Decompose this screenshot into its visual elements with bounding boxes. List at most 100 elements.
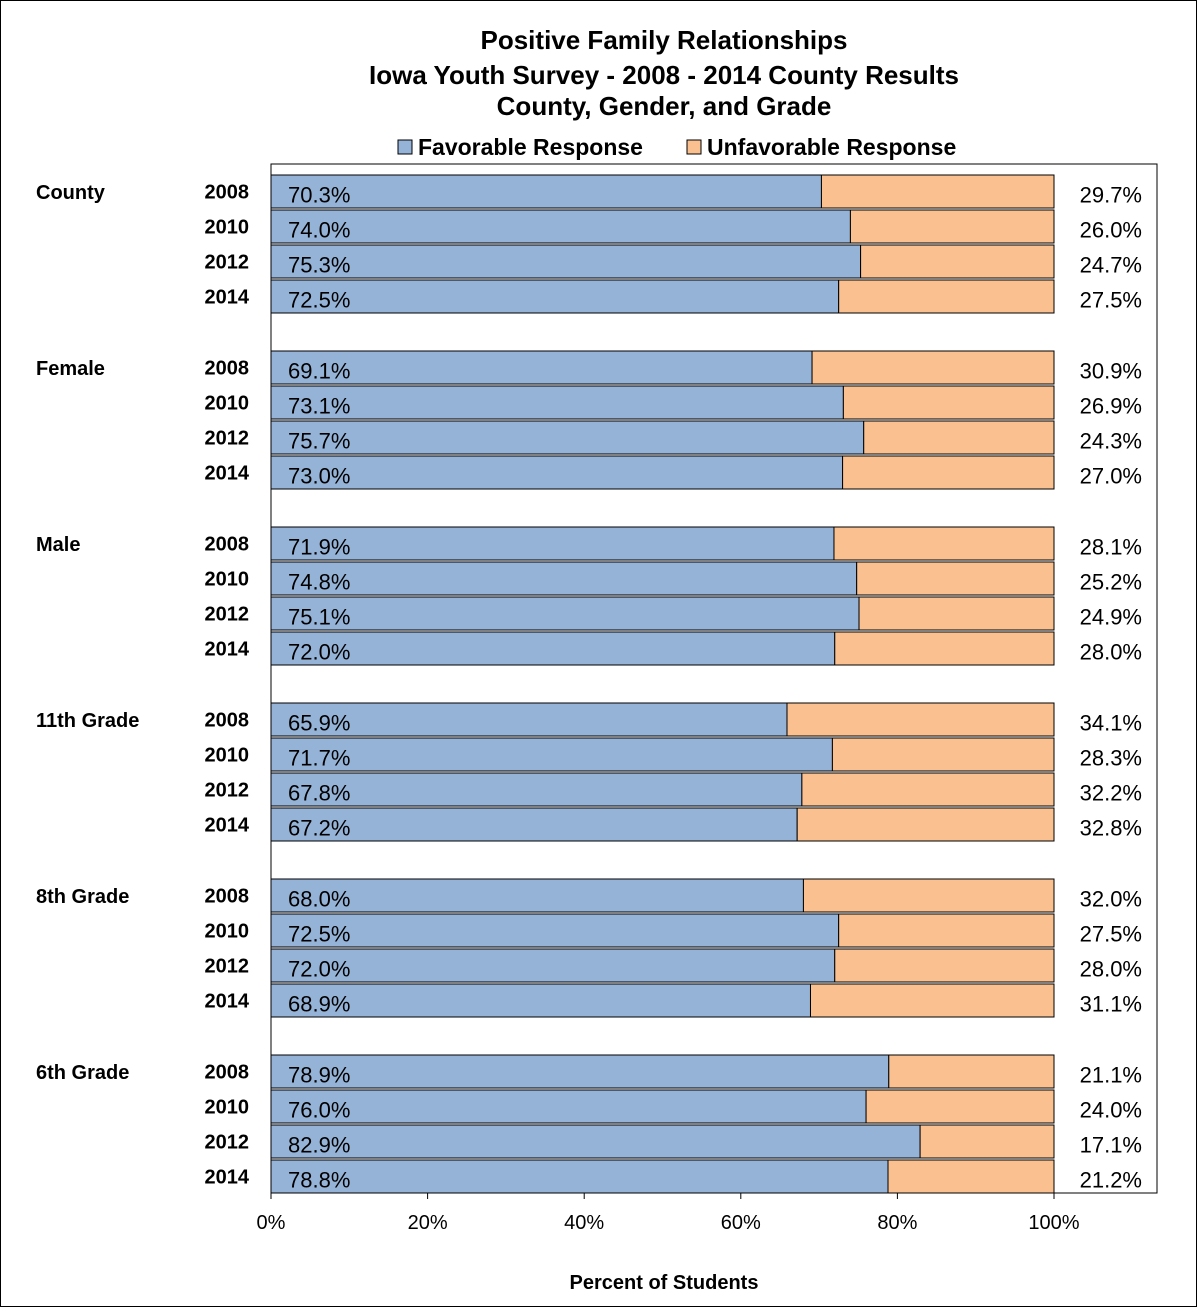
bar-favorable [270, 807, 798, 842]
favorable-value-label: 75.3% [288, 253, 350, 278]
year-label: 2012 [205, 428, 250, 450]
bar-favorable [270, 561, 858, 596]
legend-label-unfavorable: Unfavorable Response [707, 134, 956, 160]
year-label: 2012 [205, 780, 250, 802]
bar-favorable [270, 526, 835, 561]
x-tick-label: 100% [1028, 1212, 1079, 1234]
bar-favorable [270, 385, 844, 420]
favorable-value-label: 78.9% [288, 1063, 350, 1088]
x-tick-label: 20% [408, 1212, 448, 1234]
bar-favorable [270, 913, 840, 948]
unfavorable-value-label: 21.2% [1080, 1168, 1142, 1193]
bar-favorable [270, 737, 833, 772]
favorable-value-label: 82.9% [288, 1133, 350, 1158]
unfavorable-value-label: 17.1% [1080, 1133, 1142, 1158]
bar-favorable [270, 948, 836, 983]
group-label: 8th Grade [36, 886, 129, 908]
unfavorable-value-label: 27.5% [1080, 922, 1142, 947]
unfavorable-value-label: 26.9% [1080, 394, 1142, 419]
bar-favorable [270, 350, 813, 385]
favorable-value-label: 73.1% [288, 394, 350, 419]
x-tick-label: 40% [564, 1212, 604, 1234]
legend: Favorable Response Unfavorable Response [397, 134, 956, 160]
year-label: 2010 [205, 1097, 250, 1119]
favorable-value-label: 73.0% [288, 464, 350, 489]
favorable-value-label: 72.0% [288, 640, 350, 665]
chart-title-line-1: Positive Family Relationships [481, 25, 848, 55]
favorable-value-label: 74.8% [288, 570, 350, 595]
year-label: 2014 [205, 287, 250, 309]
bar-favorable [270, 631, 836, 666]
unfavorable-value-label: 24.7% [1080, 253, 1142, 278]
bar-unfavorable [865, 1089, 1055, 1124]
unfavorable-value-label: 24.9% [1080, 605, 1142, 630]
unfavorable-value-label: 32.2% [1080, 781, 1142, 806]
year-label: 2010 [205, 921, 250, 943]
year-label: 2012 [205, 252, 250, 274]
unfavorable-value-label: 34.1% [1080, 711, 1142, 736]
chart-title: Positive Family Relationships Iowa Youth… [369, 25, 959, 121]
unfavorable-value-label: 28.3% [1080, 746, 1142, 771]
bar-favorable [270, 244, 862, 279]
bar-favorable [270, 772, 803, 807]
unfavorable-value-label: 26.0% [1080, 218, 1142, 243]
bar-unfavorable [831, 737, 1055, 772]
bar-unfavorable [849, 209, 1055, 244]
year-label: 2014 [205, 991, 250, 1013]
x-tick-label: 60% [721, 1212, 761, 1234]
year-label: 2010 [205, 745, 250, 767]
unfavorable-value-label: 27.5% [1080, 288, 1142, 313]
group-label: Male [36, 534, 80, 556]
favorable-value-label: 72.5% [288, 922, 350, 947]
plot-area-border [270, 163, 1158, 1194]
bar-favorable [270, 1054, 890, 1089]
unfavorable-value-label: 24.0% [1080, 1098, 1142, 1123]
favorable-value-label: 65.9% [288, 711, 350, 736]
bar-favorable [270, 1124, 921, 1159]
unfavorable-value-label: 32.0% [1080, 887, 1142, 912]
bar-unfavorable [834, 948, 1055, 983]
chart-title-line-3: County, Gender, and Grade [497, 91, 832, 121]
labels-layer: County 2008 70.3% 29.7% 2010 74.0% 26.0% 2012 75… [36, 182, 1142, 1193]
chart-title-line-2: Iowa Youth Survey - 2008 - 2014 County R… [369, 60, 959, 90]
group-label: 6th Grade [36, 1062, 129, 1084]
bar-unfavorable [820, 174, 1055, 209]
favorable-value-label: 68.0% [288, 887, 350, 912]
bar-favorable [270, 596, 860, 631]
year-label: 2014 [205, 463, 250, 485]
unfavorable-value-label: 28.1% [1080, 535, 1142, 560]
year-label: 2012 [205, 956, 250, 978]
bar-favorable [270, 983, 811, 1018]
unfavorable-value-label: 30.9% [1080, 359, 1142, 384]
year-label: 2014 [205, 815, 250, 837]
bar-unfavorable [834, 631, 1055, 666]
year-label: 2008 [205, 710, 250, 732]
bar-unfavorable [842, 385, 1055, 420]
unfavorable-value-label: 21.1% [1080, 1063, 1142, 1088]
x-tick-label: 0% [257, 1212, 286, 1234]
favorable-value-label: 67.2% [288, 816, 350, 841]
favorable-value-label: 70.3% [288, 183, 350, 208]
bar-favorable [270, 1159, 889, 1194]
bar-unfavorable [838, 279, 1055, 314]
bar-favorable [270, 455, 844, 490]
group-label: County [36, 182, 106, 204]
bar-unfavorable [860, 244, 1055, 279]
bars-layer [270, 174, 1055, 1194]
group-label: Female [36, 358, 105, 380]
bar-favorable [270, 209, 851, 244]
bar-unfavorable [856, 561, 1055, 596]
x-axis-title: Percent of Students [570, 1272, 759, 1294]
bar-unfavorable [801, 772, 1055, 807]
plot-area [270, 163, 1158, 1194]
year-label: 2014 [205, 639, 250, 661]
year-label: 2008 [205, 534, 250, 556]
favorable-value-label: 78.8% [288, 1168, 350, 1193]
legend-label-favorable: Favorable Response [418, 134, 643, 160]
year-label: 2008 [205, 358, 250, 380]
year-label: 2008 [205, 886, 250, 908]
bar-favorable [270, 1089, 867, 1124]
favorable-value-label: 68.9% [288, 992, 350, 1017]
